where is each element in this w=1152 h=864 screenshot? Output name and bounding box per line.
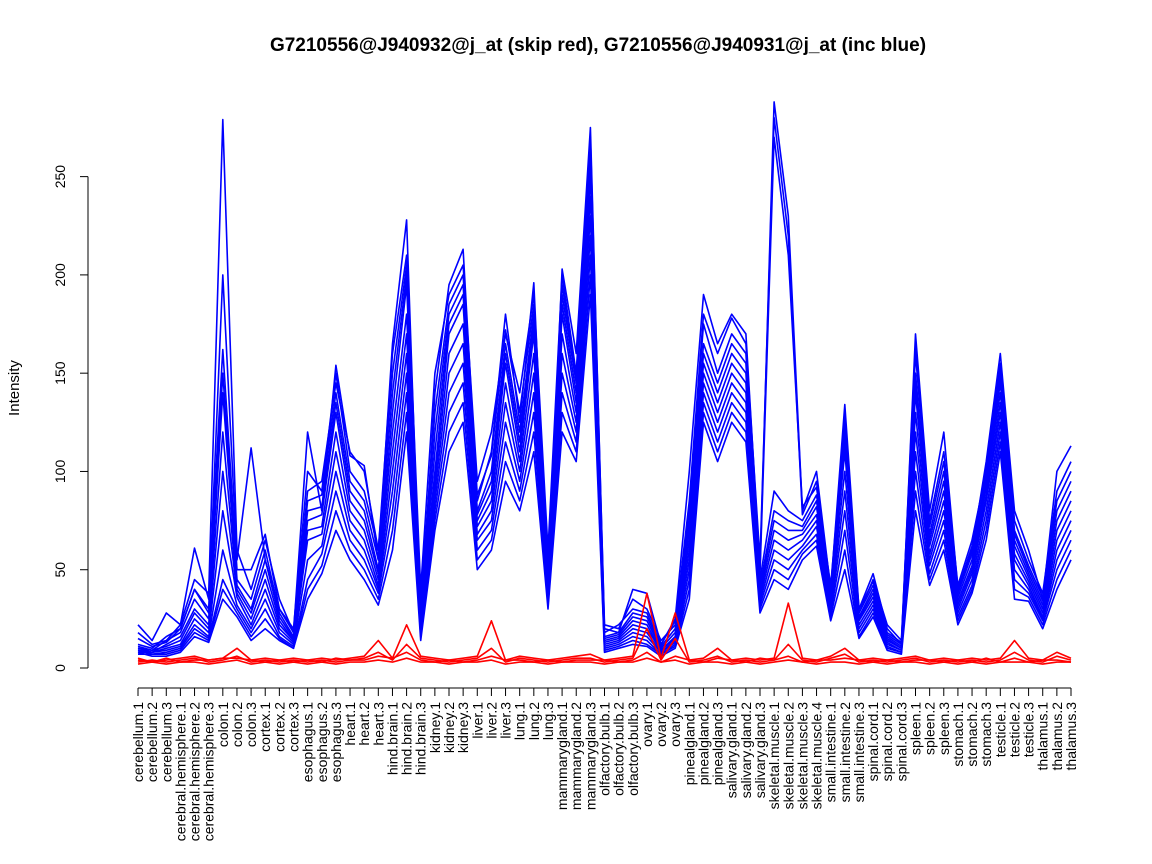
x-tick-label: hind.brain.1 [384, 702, 400, 775]
x-tick-label: skeletal.muscle.3 [794, 702, 810, 810]
x-tick-label: cerebral.hemisphere.3 [201, 702, 217, 842]
x-tick-label: kidney.2 [441, 702, 457, 753]
skip-series-line-4 [137, 657, 1071, 665]
x-tick-label: liver.3 [498, 702, 514, 739]
x-tick-label: lung.3 [540, 702, 556, 740]
y-tick-label: 100 [52, 460, 68, 484]
x-tick-label: esophagus.3 [328, 702, 344, 782]
x-tick-label: colon.1 [215, 702, 231, 747]
x-tick-label: esophagus.1 [300, 702, 316, 782]
x-tick-label: thalamus.3 [1063, 702, 1079, 771]
x-tick-label: thalamus.2 [1049, 702, 1065, 771]
x-tick-label: kidney.1 [427, 702, 443, 753]
x-tick-label: small.intestine.3 [851, 702, 867, 803]
x-tick-label: olfactory.bulb.2 [611, 702, 627, 796]
x-tick-label: spleen.3 [936, 702, 952, 755]
x-tick-label: spleen.1 [908, 702, 924, 755]
x-tick-label: testicle.1 [992, 702, 1008, 757]
x-tick-label: hind.brain.3 [413, 702, 429, 775]
x-tick-label: cerebellum.3 [158, 702, 174, 782]
inc-series-line-12 [137, 293, 1072, 658]
x-tick-label: ovary.2 [653, 702, 669, 747]
x-tick-label: spinal.cord.1 [865, 702, 881, 782]
x-tick-label: testicle.2 [1006, 702, 1022, 757]
x-tick-label: hind.brain.2 [399, 702, 415, 775]
x-tick-label: cortex.3 [286, 702, 302, 752]
x-tick-label: stomach.2 [964, 702, 980, 767]
x-tick-label: cerebellum.1 [130, 702, 146, 782]
x-tick-label: olfactory.bulb.3 [625, 702, 641, 796]
y-tick-label: 150 [52, 361, 68, 385]
y-tick-label: 50 [52, 562, 68, 578]
y-axis: 0 50 100 150 200 250 [52, 165, 89, 672]
skip-series-line-2 [137, 627, 1072, 663]
x-tick-label: mammarygland.1 [554, 702, 570, 810]
x-tick-label: heart.1 [342, 702, 358, 746]
chart-title: G7210556@J940932@j_at (skip red), G72105… [270, 35, 926, 56]
x-tick-label: pinealgland.3 [710, 702, 726, 786]
x-tick-label: stomach.3 [978, 702, 994, 767]
x-tick-label: cerebellum.2 [144, 702, 160, 782]
x-tick-label: small.intestine.2 [837, 702, 853, 803]
x-tick-label: salivary.gland.3 [752, 702, 768, 798]
skip-series-line-3 [137, 651, 1072, 663]
x-tick-label: cortex.1 [257, 702, 273, 752]
y-tick-label: 250 [52, 165, 68, 189]
x-tick-label: lung.2 [526, 702, 542, 740]
x-tick-label: liver.1 [469, 702, 485, 739]
x-tick-label: mammarygland.2 [568, 702, 584, 810]
x-tick-label: skeletal.muscle.4 [809, 702, 825, 810]
x-tick-label: spinal.cord.2 [879, 702, 895, 782]
x-tick-label: esophagus.2 [314, 702, 330, 782]
x-tick-label: cerebral.hemisphere.2 [187, 702, 203, 842]
x-tick-label: colon.3 [243, 702, 259, 747]
y-tick-label: 200 [52, 263, 68, 287]
inc-series-line-8 [138, 215, 1072, 654]
x-tick-label: heart.2 [356, 702, 372, 746]
x-tick-label: thalamus.1 [1035, 702, 1051, 771]
x-axis: cerebellum.1cerebellum.2cerebellum.3cere… [130, 687, 1079, 842]
x-tick-label: cortex.2 [271, 702, 287, 752]
x-tick-label: ovary.3 [667, 702, 683, 747]
x-tick-label: kidney.3 [455, 702, 471, 753]
x-tick-label: heart.3 [370, 702, 386, 746]
x-tick-label: spinal.cord.3 [893, 702, 909, 782]
x-tick-label: pinealgland.2 [695, 702, 711, 786]
x-tick-label: mammarygland.3 [582, 702, 598, 810]
x-tick-label: pinealgland.1 [681, 702, 697, 786]
x-tick-label: salivary.gland.2 [738, 702, 754, 798]
x-tick-label: liver.2 [483, 702, 499, 739]
x-tick-label: salivary.gland.1 [724, 702, 740, 798]
x-tick-label: skeletal.muscle.1 [766, 702, 782, 810]
x-tick-label: stomach.1 [950, 702, 966, 767]
x-tick-label: spleen.2 [922, 702, 938, 755]
x-tick-label: cerebral.hemisphere.1 [172, 702, 188, 842]
series-layer [137, 101, 1072, 665]
x-tick-label: skeletal.muscle.2 [780, 702, 796, 810]
x-tick-label: small.intestine.1 [823, 702, 839, 803]
x-tick-label: lung.1 [512, 702, 528, 740]
x-tick-label: ovary.1 [639, 702, 655, 747]
x-tick-label: olfactory.bulb.1 [597, 702, 613, 796]
y-axis-label: Intensity [6, 360, 23, 416]
x-tick-label: colon.2 [229, 702, 245, 747]
y-tick-label: 0 [52, 664, 68, 672]
x-tick-label: testicle.3 [1021, 702, 1037, 757]
